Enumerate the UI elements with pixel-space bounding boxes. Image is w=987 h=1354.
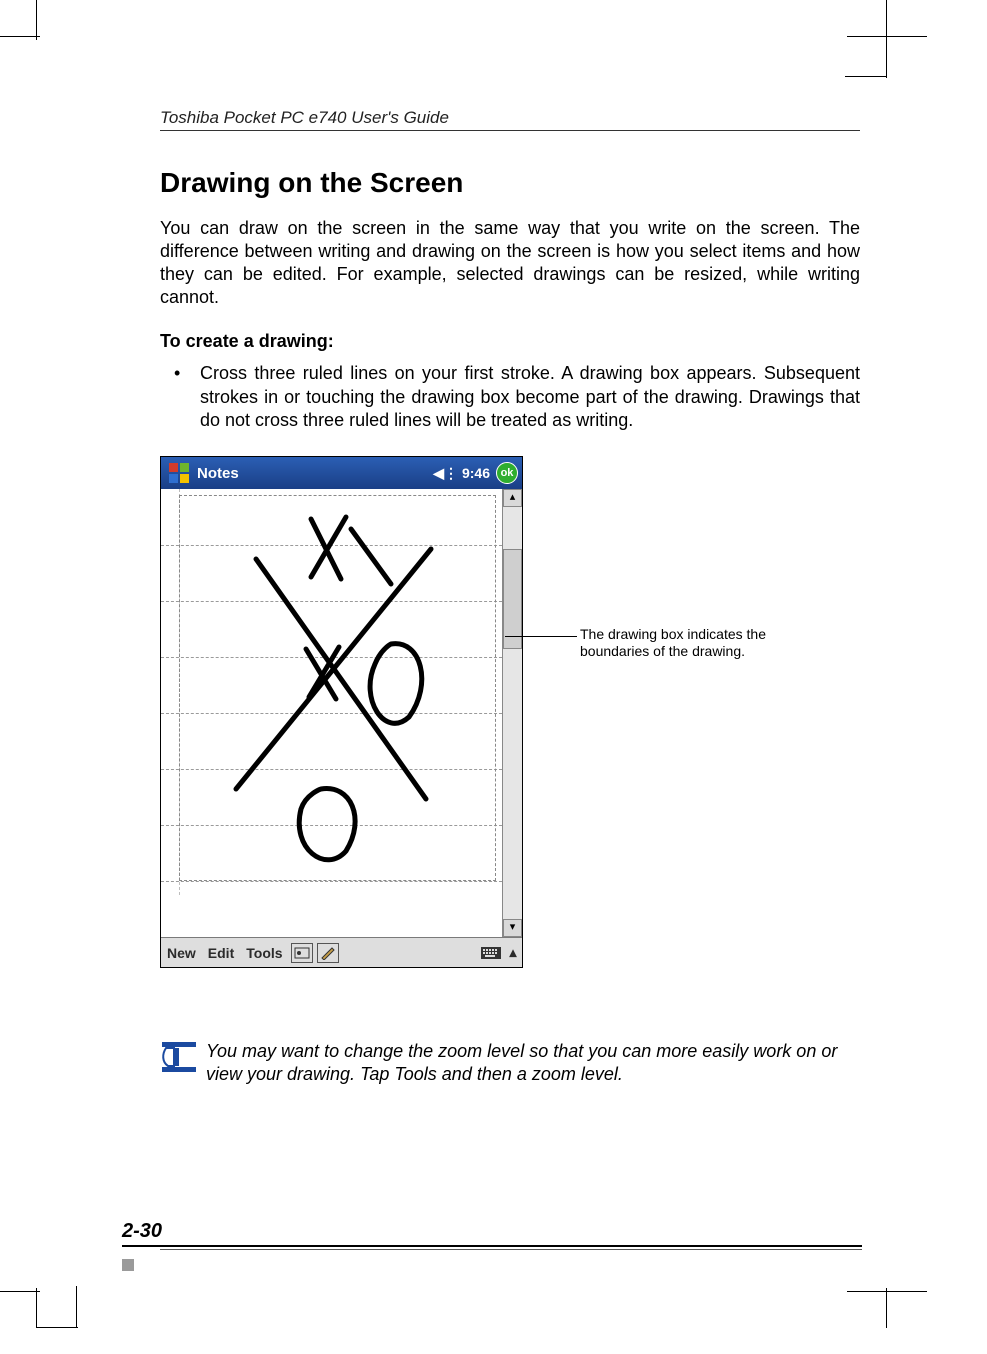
scroll-up-button[interactable]: ▴ [503,489,522,507]
menu-edit[interactable]: Edit [202,945,240,961]
bullet-text: Cross three ruled lines on your first st… [200,362,860,432]
crop-mark [847,1291,927,1292]
bullet-marker: • [174,362,200,432]
tip-text: You may want to change the zoom level so… [206,1040,860,1086]
content-area: Toshiba Pocket PC e740 User's Guide Draw… [160,108,860,1086]
crop-mark [845,76,887,77]
crop-mark [36,1327,78,1328]
crop-mark [36,0,37,40]
callout-text: The drawing box indicates the boundaries… [580,626,820,660]
volume-icon[interactable]: ◀⋮ [433,465,458,482]
crop-mark [76,1286,77,1328]
titlebar: Notes ◀⋮ 9:46 ok [161,457,522,489]
scroll-down-button[interactable]: ▾ [503,919,522,937]
intro-paragraph: You can draw on the screen in the same w… [160,217,860,309]
bottom-toolbar: New Edit Tools ▴ [161,937,522,967]
note-icon [160,1040,198,1074]
crop-mark [0,36,40,37]
crop-mark [847,36,927,37]
crop-mark [886,1288,887,1328]
menu-tools[interactable]: Tools [240,945,288,961]
record-icon[interactable] [291,943,313,963]
figure: Notes ◀⋮ 9:46 ok [160,456,860,1012]
notes-area: ▴ ▾ [161,489,522,937]
ok-button[interactable]: ok [496,462,518,484]
vertical-scrollbar[interactable]: ▴ ▾ [502,489,522,937]
page-number: 2-30 [122,1220,862,1243]
crop-mark [886,0,887,40]
app-title: Notes [197,465,239,482]
footer-rule [122,1245,862,1247]
pocketpc-screenshot: Notes ◀⋮ 9:46 ok [160,456,523,968]
ink-strokes [161,489,502,937]
sip-icon[interactable] [480,943,502,963]
running-head: Toshiba Pocket PC e740 User's Guide [160,108,860,128]
tip-note: You may want to change the zoom level so… [160,1040,860,1086]
drawing-canvas[interactable] [161,489,502,937]
pen-icon[interactable] [317,943,339,963]
bullet-item: • Cross three ruled lines on your first … [160,362,860,432]
subheading: To create a drawing: [160,331,860,352]
clock[interactable]: 9:46 [462,465,490,481]
crop-mark [0,1291,40,1292]
section-title: Drawing on the Screen [160,167,860,199]
callout-leader [505,636,577,637]
footer: 2-30 [122,1220,862,1250]
sip-arrow-icon[interactable]: ▴ [506,943,520,963]
menu-new[interactable]: New [161,945,202,961]
scroll-thumb[interactable] [503,549,522,649]
crop-mark [886,36,887,78]
footer-square [122,1259,134,1271]
start-icon[interactable] [167,461,191,485]
footer-rule-inner [160,1249,862,1250]
crop-mark [36,1288,37,1328]
header-rule [160,130,860,131]
page: Toshiba Pocket PC e740 User's Guide Draw… [0,0,987,1354]
